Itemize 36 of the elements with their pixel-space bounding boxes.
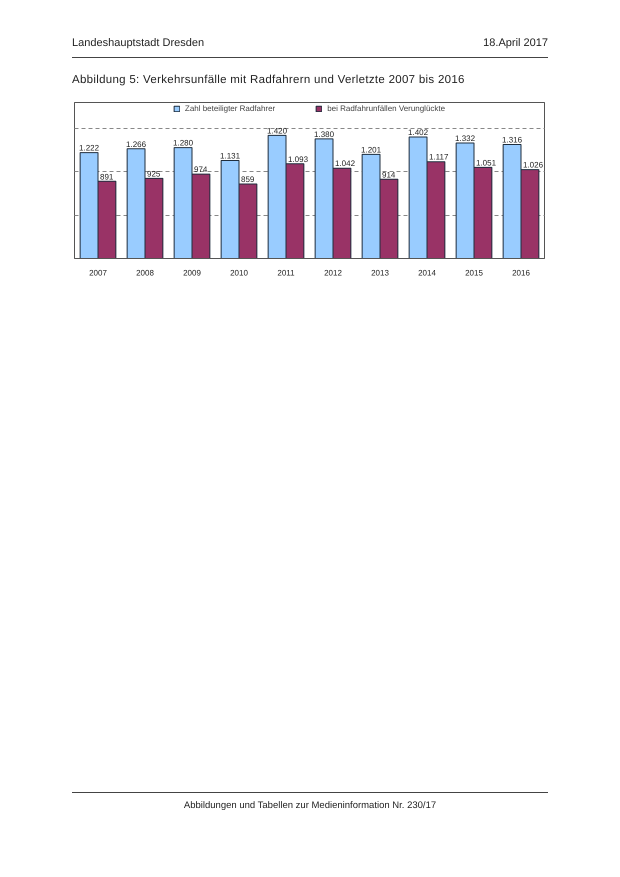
data-label: 974 (194, 165, 208, 174)
legend-label: bei Radfahrunfällen Verunglückte (327, 104, 446, 114)
x-tick-label: 2015 (465, 268, 484, 278)
data-label: 1.201 (361, 146, 382, 155)
data-label: 1.332 (455, 134, 476, 144)
data-label: 1.420 (267, 126, 288, 136)
text: Landeshauptstadt Dresden (72, 36, 204, 51)
chart-title: Abbildung 5: Verkehrsunfälle mit Radfahrern und Verletzte 2007 bis 2016 (72, 72, 465, 88)
data-label: 1.117 (429, 152, 449, 162)
data-label: 1.093 (288, 154, 309, 164)
x-tick-label: 2012 (324, 268, 342, 278)
legend-label: Zahl beteiligter Radfahrer (184, 104, 276, 114)
data-label: 1.266 (126, 140, 147, 149)
x-tick-label: 2010 (230, 268, 248, 278)
data-label: 1.380 (314, 130, 335, 140)
data-label: 1.042 (335, 159, 356, 168)
x-tick-label: 2013 (371, 268, 390, 278)
data-label: 1.051 (476, 158, 497, 168)
data-label: 859 (241, 175, 255, 184)
text: 18.April 2017 (483, 36, 548, 51)
x-tick-label: 2007 (89, 268, 108, 278)
data-label: 1.222 (79, 144, 100, 153)
x-tick-label: 2008 (136, 268, 154, 278)
data-label: 925 (147, 169, 161, 178)
text: Abbildungen und Tabellen zur Medieninformation Nr. 230/17 (184, 799, 436, 813)
data-label: 891 (100, 172, 114, 182)
data-label: 1.026 (523, 160, 544, 170)
data-label: 1.402 (408, 128, 429, 138)
data-label: 1.131 (220, 152, 241, 161)
x-tick-label: 2016 (512, 268, 530, 278)
x-tick-label: 2011 (277, 268, 296, 278)
x-tick-label: 2009 (183, 268, 202, 278)
data-label: 1.280 (173, 138, 194, 148)
data-label: 1.316 (502, 136, 523, 145)
x-tick-label: 2014 (418, 268, 436, 278)
data-label: 914 (382, 170, 396, 180)
